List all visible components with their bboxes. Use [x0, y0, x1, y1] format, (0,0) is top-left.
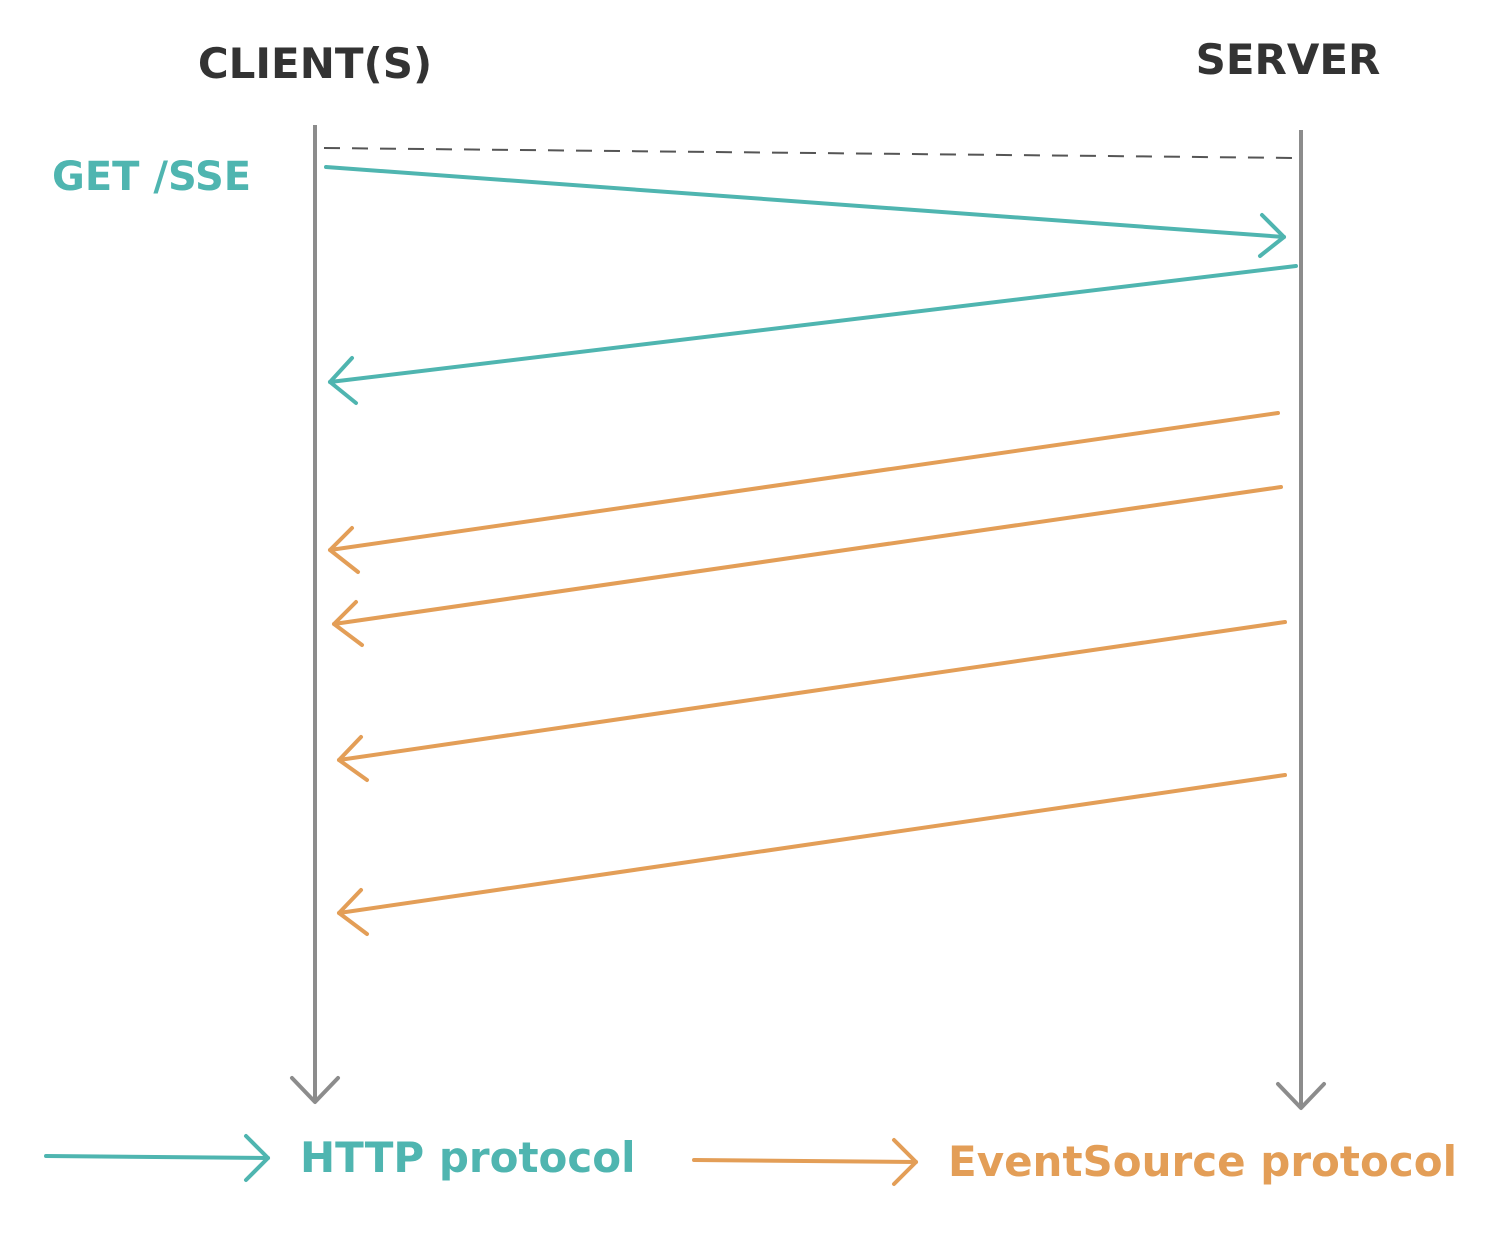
client-actor-label: CLIENT(S) [198, 39, 432, 88]
event-arrow-4 [337, 773, 1287, 936]
http-request-arrow [324, 165, 1286, 258]
legend-http-arrow [44, 1134, 270, 1182]
connection-dashed-line [323, 147, 1299, 159]
event-arrow-2 [332, 485, 1283, 647]
http-response-arrow [328, 264, 1298, 405]
request-label: GET /SSE [52, 154, 251, 200]
legend-eventsource-label: EventSource protocol [948, 1137, 1457, 1186]
legend-http-label: HTTP protocol [300, 1133, 636, 1182]
legend-eventsource-arrow [692, 1138, 918, 1186]
client-lifeline [290, 125, 340, 1104]
server-lifeline [1276, 130, 1326, 1110]
event-arrow-1 [328, 411, 1280, 574]
event-arrow-3 [337, 620, 1287, 782]
server-actor-label: SERVER [1196, 35, 1381, 84]
